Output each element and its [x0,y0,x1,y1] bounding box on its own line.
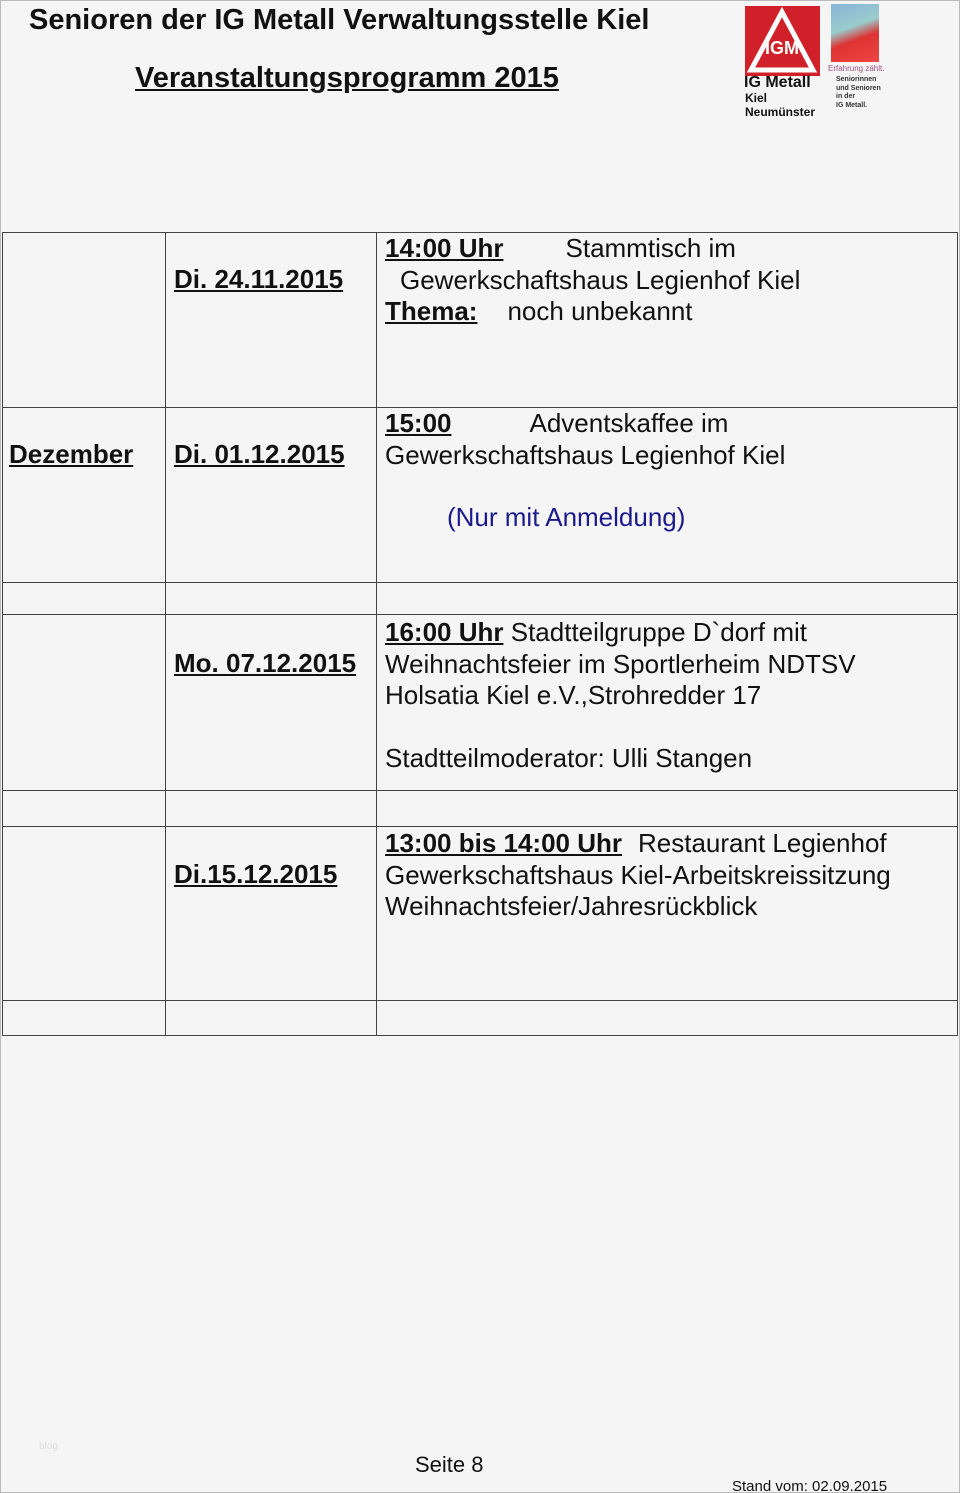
document-title: Senioren der IG Metall Verwaltungsstelle… [29,4,650,36]
event-date: Di. 24.11.2015 [174,264,344,294]
ig-metall-logo-icon: IGM [745,6,820,76]
svg-text:IGM: IGM [765,38,799,58]
seniors-picture-icon [831,4,879,62]
logo-name: IG Metall [744,74,811,91]
page-number: Seite 8 [415,1452,484,1477]
month-label: Dezember [9,439,134,469]
logo-city-2: Neumünster [745,105,816,119]
event-date: Di.15.12.2015 [174,859,338,889]
event-date: Mo. 07.12.2015 [174,648,357,678]
event-description: 14:00 Uhr Stammtisch im Gewerkschaftshaus… [385,233,801,326]
stand-date: Stand vom: 02.09.2015 [732,1478,888,1493]
watermark: blog [39,1441,58,1452]
event-date: Di. 01.12.2015 [174,439,345,469]
logo-tagline-2: Seniorinnen und Senioren in der IG Metall. [836,76,881,109]
document-subtitle: Veranstaltungsprogramm 2015 [135,62,559,94]
event-description: 15:00 Adventskaffee im Gewerkschaftshaus … [385,408,786,532]
event-description: 16:00 Uhr Stadtteilgruppe D`dorf mit Wei… [385,617,856,773]
logo-tagline: Erfahrung zählt. [828,64,885,73]
logo-city-1: Kiel [745,91,768,105]
event-description: 13:00 bis 14:00 Uhr Restaurant Legienhof … [385,828,891,921]
